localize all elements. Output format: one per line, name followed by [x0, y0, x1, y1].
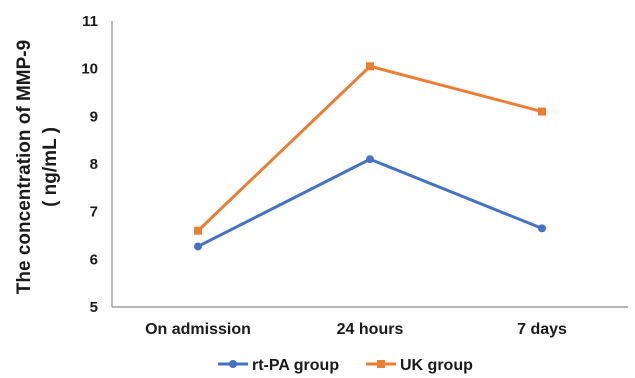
y-axis-label: The concentration of MMP-9 ( ng/mL ) — [14, 40, 61, 294]
legend-marker — [377, 360, 385, 368]
data-point — [538, 107, 546, 116]
data-point — [194, 226, 202, 235]
y-tick-label: 11 — [82, 13, 98, 30]
data-point — [366, 155, 374, 164]
axes — [111, 21, 628, 308]
legend: rt-PA group UK group — [218, 357, 473, 374]
series-group — [194, 62, 546, 251]
legend-label: UK group — [400, 357, 473, 374]
series-line-1 — [197, 157, 543, 248]
legend-label: rt-PA group — [252, 357, 339, 374]
y-tick-labels: 5 6 7 8 9 10 11 — [81, 13, 98, 316]
data-point — [366, 62, 374, 71]
legend-item-2: UK group — [366, 357, 473, 374]
y-tick-label: 9 — [90, 108, 98, 125]
y-axis-label-line-1: The concentration of MMP-9 — [14, 40, 35, 294]
legend-item-1: rt-PA group — [218, 357, 339, 374]
data-point — [194, 242, 202, 251]
y-tick-label: 8 — [90, 156, 98, 173]
legend-marker — [229, 360, 237, 368]
y-tick-label: 7 — [90, 204, 98, 221]
y-axis-label-line-2: ( ng/mL ) — [40, 127, 61, 207]
y-tick-label: 10 — [81, 61, 98, 78]
x-tick-label: 7 days — [517, 321, 567, 338]
data-point — [538, 224, 546, 233]
x-tick-label: On admission — [145, 321, 251, 338]
y-tick-label: 5 — [90, 299, 98, 316]
x-tick-labels: On admission 24 hours 7 days — [145, 321, 567, 338]
x-tick-label: 24 hours — [337, 321, 404, 338]
y-tick-label: 6 — [90, 251, 98, 268]
